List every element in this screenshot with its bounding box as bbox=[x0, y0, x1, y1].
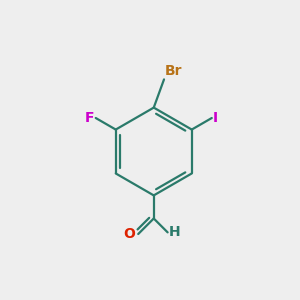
Text: I: I bbox=[213, 111, 218, 125]
Text: Br: Br bbox=[165, 64, 183, 78]
Text: O: O bbox=[124, 227, 136, 241]
Text: H: H bbox=[169, 225, 180, 239]
Text: F: F bbox=[85, 111, 94, 125]
